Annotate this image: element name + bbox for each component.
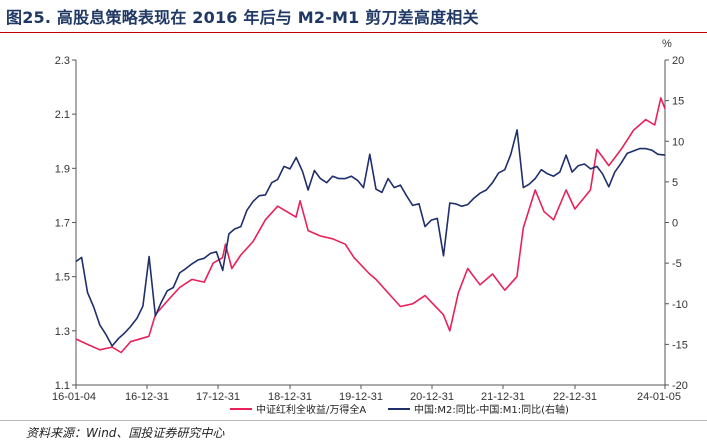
series-lines	[75, 97, 666, 354]
x-tick-label: 18-12-31	[268, 391, 312, 403]
x-tick-label: 24-01-05	[637, 391, 681, 403]
legend-label: 中国:M2:同比-中国:M1:同比(右轴)	[414, 403, 569, 416]
left-tick-label: 1.9	[55, 163, 70, 175]
right-tick-label: 0	[672, 218, 678, 230]
right-tick-label: -10	[672, 299, 688, 311]
source-note: 资料来源：Wind、国投证券研究中心	[26, 426, 225, 440]
left-tick-label: 1.3	[55, 326, 70, 338]
right-tick-label: -20	[672, 380, 688, 392]
legend-label: 中证红利全收益/万得全A	[256, 403, 366, 416]
chart-title: 图25. 高股息策略表现在 2016 年后与 M2-M1 剪刀差高度相关	[6, 8, 479, 27]
x-tick-label: 19-12-31	[339, 391, 383, 403]
x-tick-label: 22-12-31	[553, 391, 597, 403]
left-tick-label: 1.1	[55, 380, 70, 392]
left-tick-label: 1.7	[55, 218, 70, 230]
left-tick-label: 2.3	[55, 55, 70, 67]
x-tick-label: 16-01-04	[52, 391, 96, 403]
x-tick-label: 21-12-31	[481, 391, 525, 403]
right-tick-label: 10	[672, 136, 684, 148]
x-tick-label: 17-12-31	[196, 391, 240, 403]
series-line-dividend-ratio	[75, 97, 666, 354]
right-tick-label: -15	[672, 339, 688, 351]
x-tick-label: 16-12-31	[125, 391, 169, 403]
tick-labels: 1.1 1.3 1.5 1.7 1.9 2.1 2.3 -20 -15 -10 -5 0 5 10 15 20…	[52, 55, 688, 403]
right-axis-unit: %	[662, 38, 672, 50]
chart: % 1.1 1.3 1.5 1.7 1.9 2.1 2.3 -20 -15 -10 -5 0 5 10 15…	[52, 38, 688, 416]
right-tick-label: 20	[672, 55, 684, 67]
right-tick-label: 15	[672, 96, 684, 108]
series-line-m2-m1-spread	[75, 129, 666, 347]
left-tick-label: 1.5	[55, 272, 70, 284]
left-tick-label: 2.1	[55, 109, 70, 121]
legend: 中证红利全收益/万得全A 中国:M2:同比-中国:M1:同比(右轴)	[230, 403, 569, 416]
source-divider	[0, 420, 707, 421]
axes	[72, 59, 669, 389]
right-tick-label: -5	[672, 258, 682, 270]
right-tick-label: 5	[672, 177, 678, 189]
x-tick-label: 20-12-31	[410, 391, 454, 403]
title-divider	[0, 32, 707, 33]
